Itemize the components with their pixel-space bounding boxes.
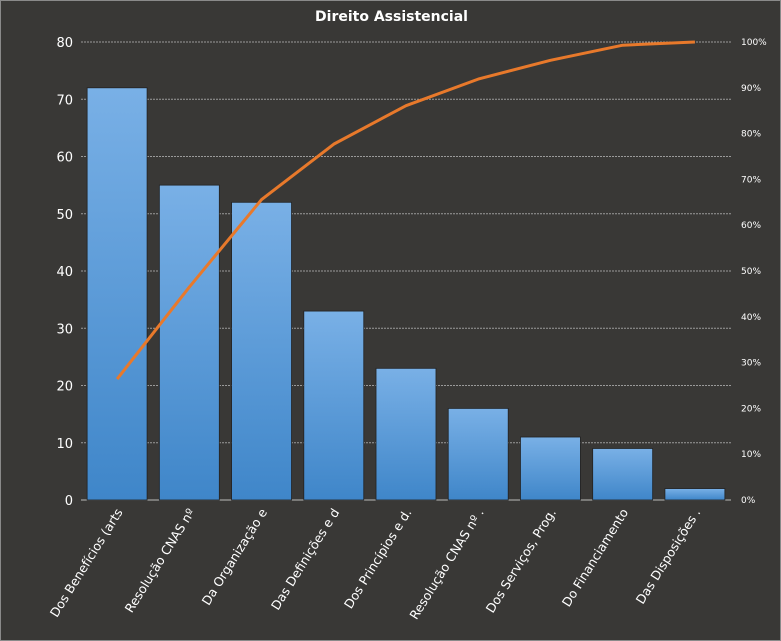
x-tick-label: Da Organização e <box>199 505 271 607</box>
y2-tick-label: 50% <box>741 267 761 277</box>
y-tick-label: 0 <box>65 494 73 509</box>
y-tick-label: 50 <box>56 208 73 223</box>
x-tick-label: Resolução CNAS nº . <box>406 506 486 622</box>
x-tick-label: Dos Princípios e d. <box>341 506 415 612</box>
y2-tick-label: 0% <box>741 496 756 506</box>
y-tick-label: 70 <box>56 93 73 108</box>
bar <box>86 87 148 501</box>
x-tick-label: Resolução CNAS nº <box>122 506 198 616</box>
chart-title: Direito Assistencial <box>315 9 468 25</box>
bar <box>158 184 220 501</box>
bar <box>447 407 509 501</box>
y2-tick-label: 60% <box>741 221 761 231</box>
y2-tick-label: 10% <box>741 450 761 460</box>
bar <box>375 367 437 501</box>
y2-tick-label: 90% <box>741 84 761 94</box>
x-tick-label: Do Financiamento <box>559 506 632 610</box>
y2-tick-label: 20% <box>741 404 761 414</box>
y2-tick-label: 70% <box>741 175 761 185</box>
x-tick-label: Dos Serviços, Prog. <box>483 506 559 616</box>
y-tick-label: 40 <box>56 265 73 280</box>
bar <box>664 488 726 501</box>
x-tick-label: Das Disposições . <box>633 506 704 607</box>
y2-tick-label: 40% <box>741 313 761 323</box>
y-tick-label: 80 <box>56 36 73 51</box>
y2-tick-label: 100% <box>741 38 767 48</box>
bar <box>520 436 581 501</box>
bar <box>231 201 292 501</box>
bar <box>592 448 654 501</box>
x-tick-label: Dos Benefícios (arts <box>47 506 126 620</box>
y2-tick-label: 80% <box>741 130 761 140</box>
y-tick-label: 60 <box>56 151 73 166</box>
y-tick-label: 30 <box>56 322 73 337</box>
y-tick-label: 10 <box>56 437 73 452</box>
x-tick-label: Das Definições e d <box>268 506 343 613</box>
bar <box>303 310 365 501</box>
y-tick-label: 20 <box>56 380 73 395</box>
y2-tick-label: 30% <box>741 359 761 369</box>
